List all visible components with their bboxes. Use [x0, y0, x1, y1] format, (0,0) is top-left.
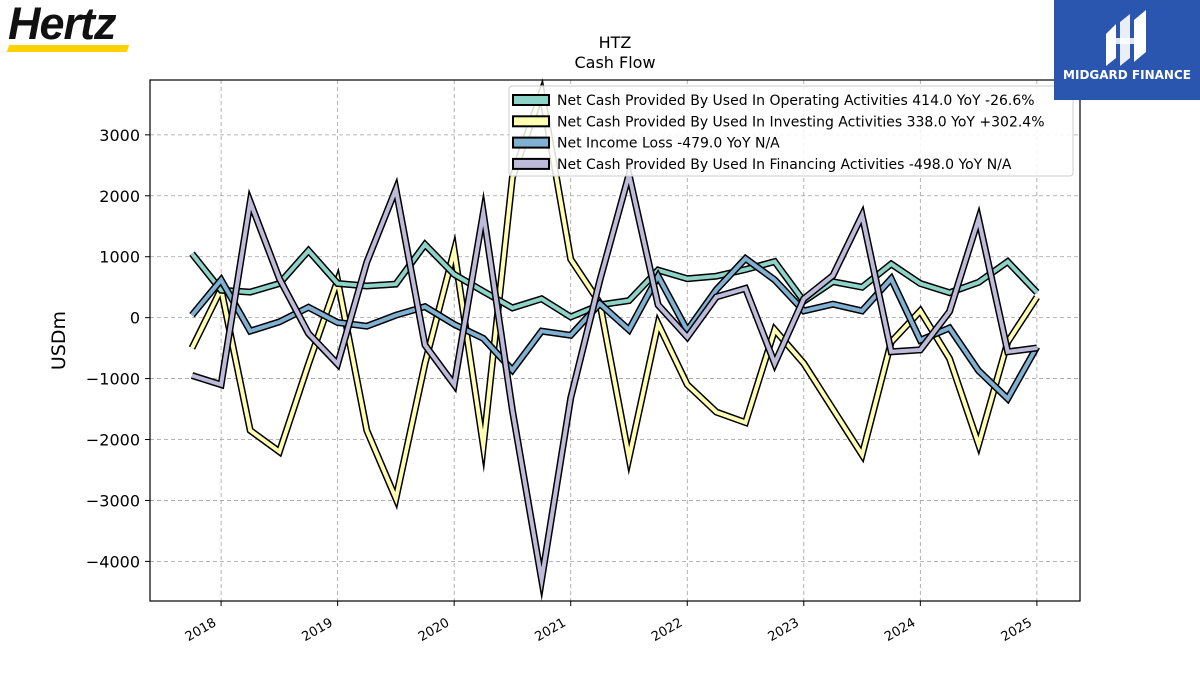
legend-box [508, 85, 1074, 177]
y-tick-label: −4000 [86, 552, 140, 571]
series-lines [188, 78, 1040, 602]
legend-label: Net Income Loss -479.0 YoY N/A [557, 136, 780, 152]
y-tick-label: 1000 [99, 248, 140, 267]
y-tick-label: −1000 [86, 370, 140, 389]
series-line [190, 255, 1039, 402]
x-tick-label: 2021 [533, 615, 569, 645]
legend-label: Net Cash Provided By Used In Investing A… [557, 114, 1045, 130]
legend-swatch [512, 157, 550, 170]
legend-label: Net Cash Provided By Used In Financing A… [557, 157, 1012, 173]
chart-title: HTZ [599, 33, 632, 52]
y-tick-label: 0 [130, 309, 140, 328]
x-tick-label: 2020 [416, 615, 452, 645]
x-tick-label: 2025 [999, 615, 1035, 645]
hertz-logo-bar [6, 45, 130, 52]
series-line-outline [189, 239, 1040, 321]
legend-swatch [512, 94, 550, 106]
y-tick-label: −3000 [86, 491, 140, 510]
series-line [191, 166, 1038, 592]
x-tick-label: 2023 [766, 615, 802, 645]
y-tick-label: 2000 [99, 187, 140, 206]
y-tick-label: −2000 [86, 431, 140, 450]
series-line [190, 84, 1039, 506]
series-line [190, 241, 1039, 320]
midgard-finance-label: MIDGARD FINANCE [1063, 68, 1191, 82]
chart-subtitle: Cash Flow [574, 53, 655, 72]
hertz-logo: Hertz [6, 0, 136, 54]
midgard-finance-logo: MIDGARD FINANCE [1054, 0, 1200, 100]
y-tick-label: 3000 [99, 126, 140, 145]
legend-label: Net Cash Provided By Used In Operating A… [557, 93, 1035, 109]
legend-swatch [512, 136, 550, 149]
y-axis-label: USDm [48, 311, 70, 370]
midgard-emblem-icon [1106, 10, 1146, 66]
hertz-logo-text: Hertz [8, 0, 117, 49]
x-tick-label: 2018 [183, 615, 219, 645]
plot-frame [149, 79, 1081, 602]
legend: Net Cash Provided By Used In Operating A… [508, 85, 1074, 177]
x-tick-label: 2019 [299, 615, 335, 645]
x-tick-label: 2022 [649, 615, 685, 645]
legend-swatch [512, 115, 550, 128]
x-tick-label: 2024 [882, 615, 918, 645]
